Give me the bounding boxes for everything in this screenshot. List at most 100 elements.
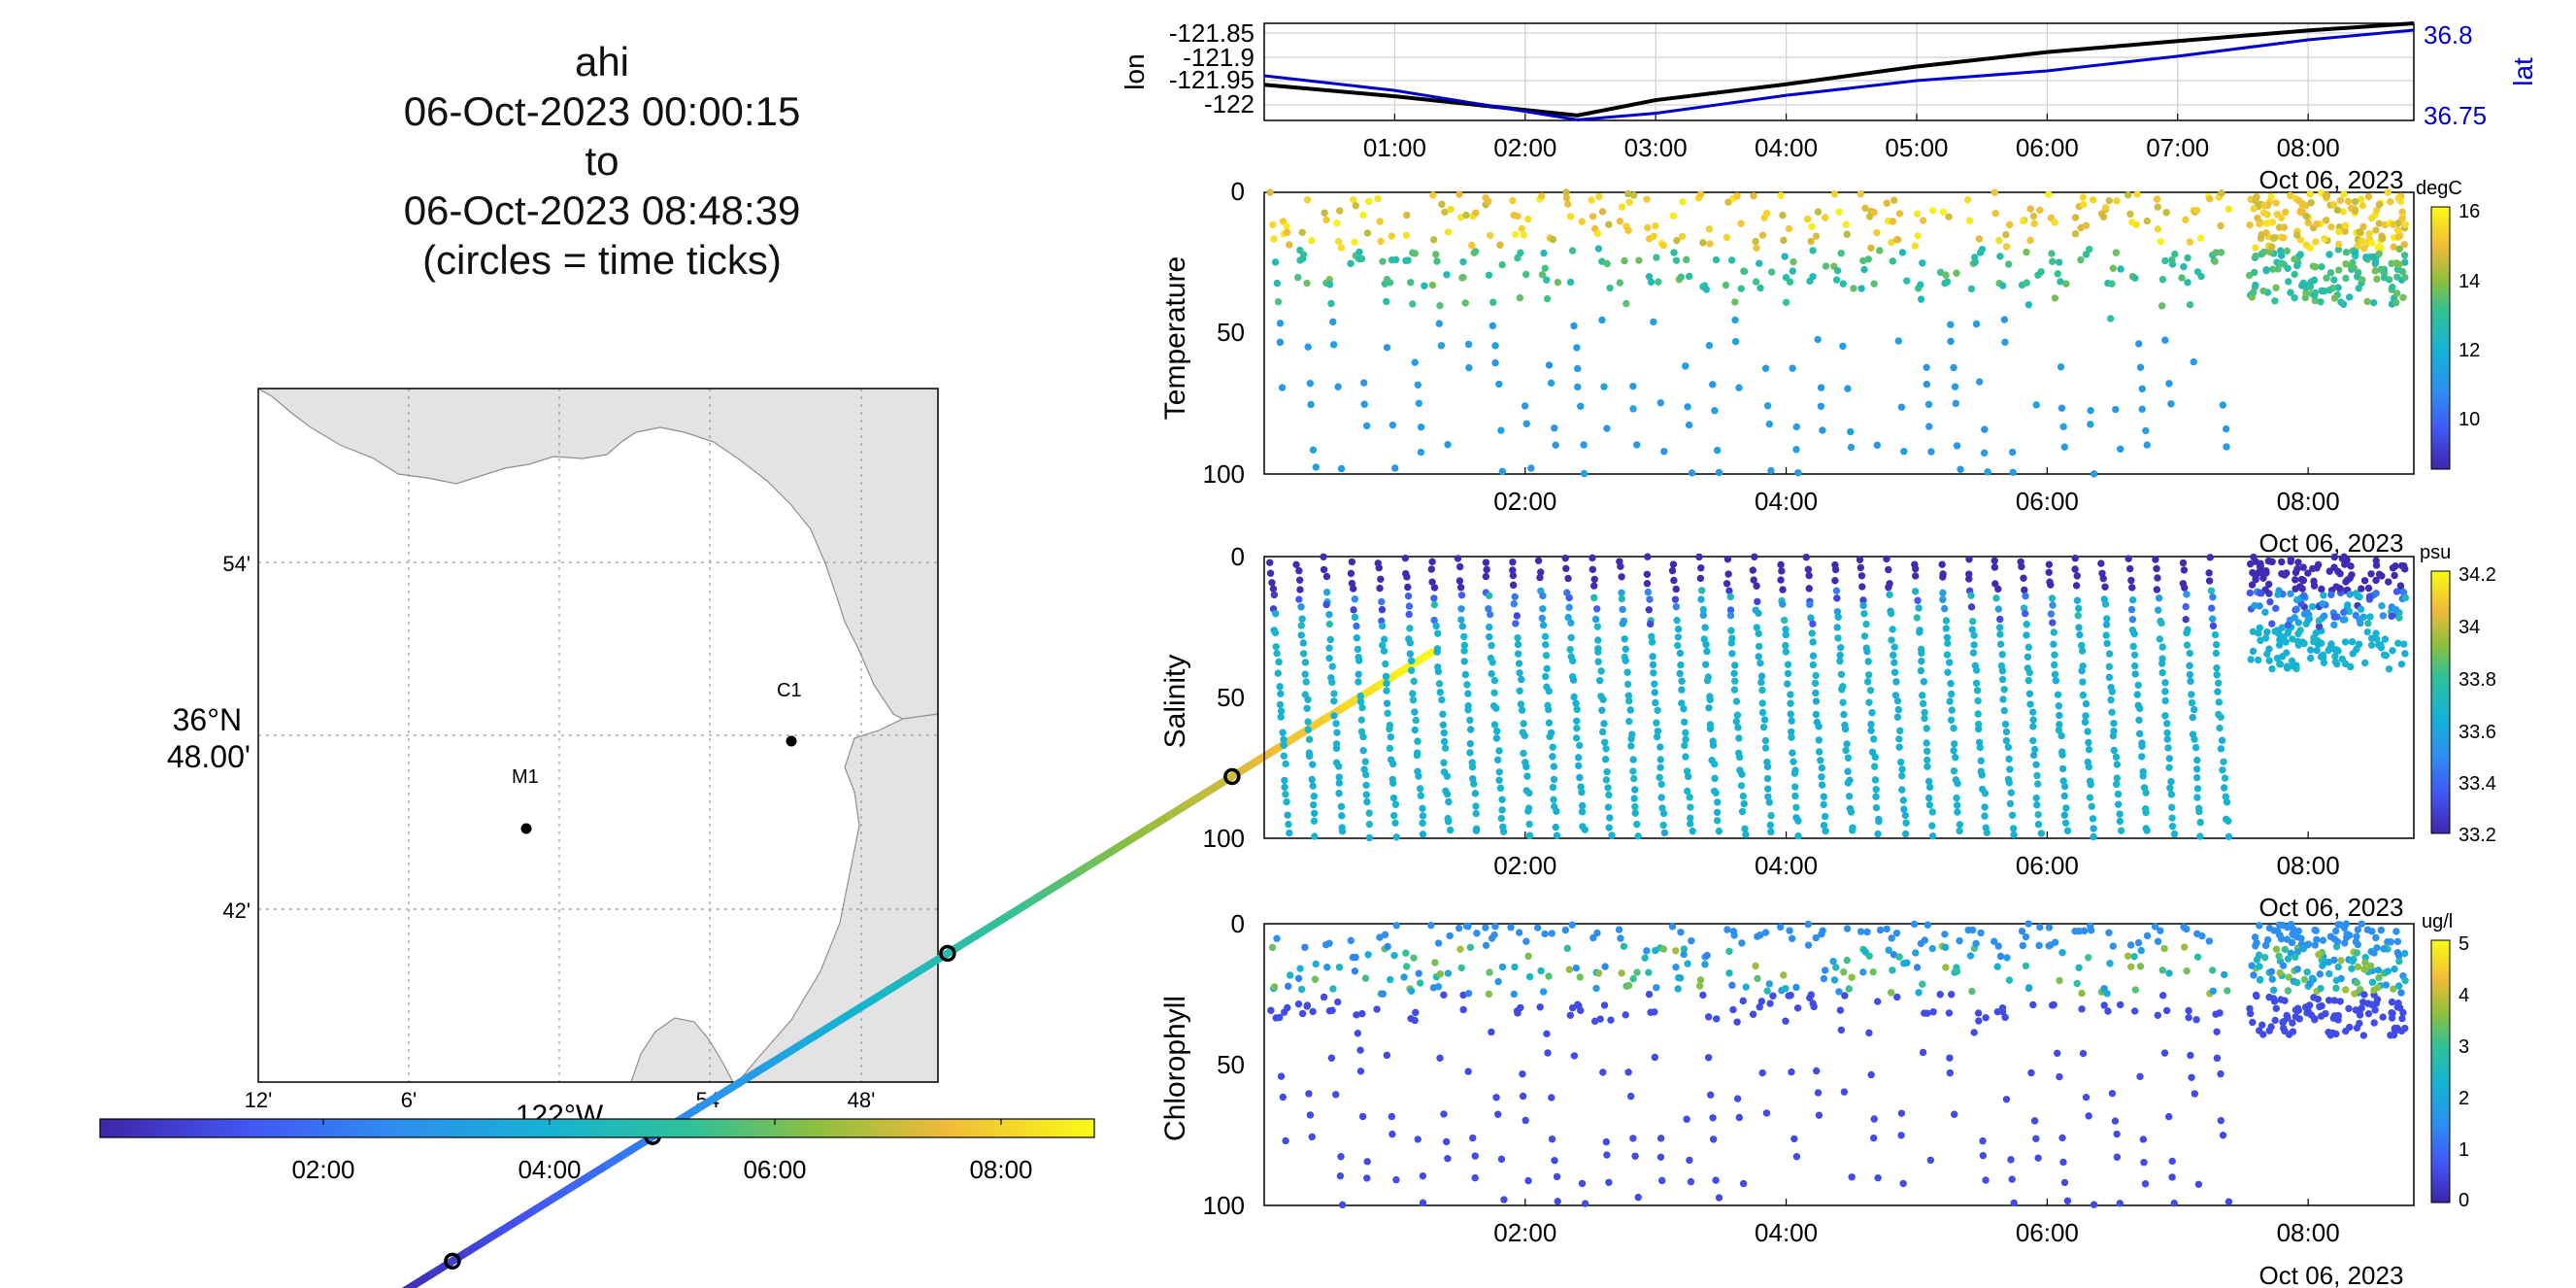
sal-dots-point [2074, 612, 2082, 620]
sal-dots-point [2292, 576, 2299, 584]
sal-dots-point [1492, 704, 1500, 712]
sal-dots-point [1713, 817, 1722, 825]
sal-dots-point [1332, 744, 1341, 753]
temp-dots-point [1498, 260, 1506, 269]
sal-dots-point [1780, 616, 1789, 625]
sal-dots-point [1272, 610, 1280, 618]
chl-dots-point [2205, 937, 2214, 945]
sal-dots-point [2294, 619, 2302, 627]
chl-dots-point [2390, 985, 2397, 993]
sal-dots-point [1466, 726, 1475, 733]
temp-dots-point [2351, 198, 2359, 206]
temp-dots-point [2323, 217, 2330, 224]
sal-dots-point [2164, 744, 2172, 752]
chl-dots-point [2293, 978, 2301, 987]
chl-dots-point [2272, 1004, 2280, 1012]
temp-dots-point [1839, 342, 1847, 351]
sal-dots-point [2032, 794, 2040, 802]
sal-dots-point [1434, 667, 1443, 676]
sal-dots-point [1994, 585, 2002, 593]
sal-dots-point [2033, 801, 2041, 809]
temp-dots-point [1750, 191, 1757, 200]
sal-dots-point [1709, 741, 1718, 749]
sal-dots-point [2205, 569, 2213, 577]
sal-dots-point [1808, 629, 1816, 637]
sal-dots-point [1525, 820, 1533, 829]
temp-dots-point [1894, 236, 1902, 244]
sal-dots-point [2375, 570, 2384, 578]
chl-dots-point [2192, 1016, 2200, 1024]
temp-dots-point [1847, 427, 1855, 436]
temp-dots-point [2029, 212, 2038, 220]
temp-dots-point [2351, 249, 2359, 256]
chl-dots-point [1754, 974, 1761, 983]
sal-dots-point [1812, 710, 1821, 719]
salinity-cb-tick-33-8: 33.8 [2459, 669, 2496, 691]
chl-dots-point [2140, 1159, 2148, 1167]
chl-dots-point [1624, 981, 1633, 990]
temp-dots-point [2057, 404, 2066, 412]
sal-dots-point [2188, 698, 2196, 707]
chl-dots-point [1867, 1070, 1875, 1079]
sal-dots-point [1730, 669, 1738, 677]
temp-dots-point [2184, 279, 2191, 287]
chl-dots-point [2332, 984, 2340, 993]
chl-dots-point [2139, 1135, 2148, 1143]
chl-dots-point [1352, 953, 1359, 962]
temp-dots-point [1629, 382, 1637, 390]
temp-dots-point [2373, 275, 2381, 283]
chl-dots-point [2154, 1011, 2161, 1019]
temp-dots-point [2142, 426, 2150, 435]
temp-dots-point [1890, 196, 1898, 204]
chl-dots-point [1840, 968, 1848, 976]
chl-dots-point [2352, 937, 2360, 946]
temp-dots-point [1271, 258, 1280, 266]
chl-dots-point [2022, 962, 2030, 970]
chl-dots-point [1786, 927, 1793, 934]
sal-dots-point [2392, 562, 2399, 570]
chl-dots-point [1672, 963, 1680, 971]
temp-dots-point [1334, 383, 1342, 390]
sal-dots-point [2127, 576, 2135, 585]
sal-dots-point [2124, 555, 2132, 562]
chl-dots-point [2360, 991, 2368, 999]
sal-dots-point [1387, 733, 1395, 741]
sal-dots-point [1899, 797, 1908, 804]
chl-dots-point [2276, 968, 2284, 977]
sal-dots-point [1514, 634, 1522, 642]
temp-dots-point [1786, 278, 1794, 286]
map-lat-tick-54: 54' [222, 552, 251, 576]
sal-dots-point [1732, 718, 1741, 726]
temperature-colorbar-units: degC [2416, 178, 2462, 199]
sal-dots-point [1839, 698, 1847, 706]
temp-dots-point [1455, 190, 1463, 198]
sal-dots-point [1763, 763, 1772, 771]
temp-dots-point [1947, 337, 1955, 346]
temp-dots-point [1650, 318, 1657, 326]
chl-dots-point [2158, 966, 2166, 974]
temp-dots-point [2373, 206, 2381, 215]
temp-dots-point [1359, 211, 1367, 220]
chl-dots-point [1688, 936, 1695, 945]
chl-dots-point [1792, 983, 1800, 992]
sal-dots-point [1566, 645, 1574, 654]
temp-dots-point [2252, 197, 2259, 205]
chl-dots-point [2394, 982, 2403, 990]
sal-dots-point [2108, 688, 2117, 695]
sal-dots-point [1965, 556, 1973, 563]
sal-dots-point [2082, 699, 2091, 708]
sal-dots-point [2005, 779, 2014, 787]
sal-dots-point [2372, 629, 2380, 637]
sal-dots-point [1683, 787, 1691, 796]
xtick-label: 06:00 [2016, 851, 2079, 880]
sal-dots-point [2248, 581, 2257, 589]
temp-dots-point [1312, 463, 1321, 471]
sal-dots-point [2378, 602, 2386, 610]
sal-dots-point [1485, 632, 1493, 641]
temp-dots-point [2225, 205, 2233, 214]
sal-dots-point [1643, 580, 1652, 588]
chl-dots-point [2036, 923, 2044, 932]
temp-dots-point [2090, 470, 2098, 478]
temp-dots-point [1699, 239, 1707, 247]
sal-dots-point [1520, 749, 1527, 758]
